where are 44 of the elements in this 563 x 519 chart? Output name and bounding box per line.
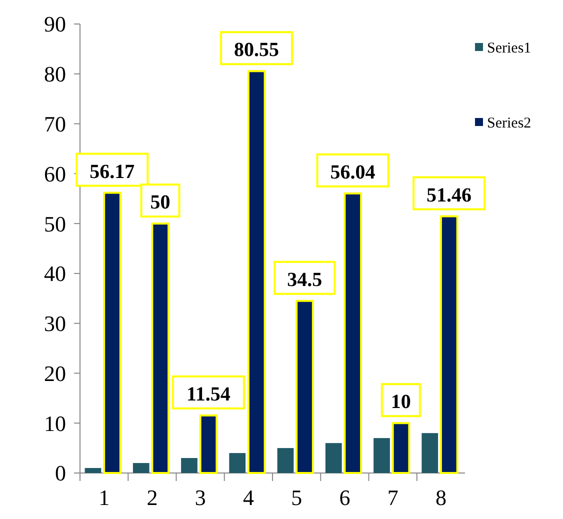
- y-tick-label: 0: [55, 460, 66, 486]
- y-tick-label: 20: [44, 360, 66, 386]
- bar: [247, 70, 266, 474]
- bar: [151, 222, 170, 474]
- legend-label: Series2: [487, 115, 532, 132]
- bar: [181, 458, 198, 473]
- data-label: 51.46: [426, 184, 472, 206]
- bar: [132, 463, 150, 473]
- data-label: 10: [390, 391, 411, 414]
- bar: [84, 468, 102, 473]
- x-tick-label: 5: [291, 485, 302, 510]
- legend-label: Series1: [487, 40, 532, 56]
- y-tick-label: 40: [44, 261, 66, 286]
- x-tick-label: 1: [98, 485, 110, 510]
- data-label: 56.04: [330, 161, 376, 184]
- bar: [229, 453, 246, 473]
- y-tick-label: 30: [44, 311, 66, 336]
- data-label: 11.54: [186, 383, 230, 406]
- x-tick-label: 4: [242, 485, 254, 510]
- x-tick-label: 3: [194, 485, 206, 510]
- x-tick-label: 6: [339, 485, 350, 510]
- data-label: 80.55: [234, 39, 280, 62]
- x-tick-label: 8: [435, 485, 446, 510]
- bar: [422, 433, 438, 473]
- bar: [296, 300, 314, 474]
- y-tick-label: 90: [44, 12, 66, 37]
- y-tick-label: 80: [44, 62, 66, 87]
- bar: [199, 414, 218, 474]
- y-tick-label: 10: [44, 410, 66, 436]
- x-tick-label: 7: [387, 485, 398, 510]
- bar: [277, 448, 294, 473]
- bar: [103, 192, 122, 474]
- bar: [344, 192, 362, 474]
- bar: [325, 443, 342, 473]
- y-tick-label: 50: [44, 211, 66, 236]
- data-label: 50: [150, 192, 170, 214]
- y-tick-label: 70: [44, 111, 66, 136]
- y-tick-label: 60: [44, 161, 66, 186]
- data-label: 56.17: [90, 160, 135, 183]
- bar: [374, 438, 390, 473]
- bar: [392, 422, 410, 474]
- bar: [440, 215, 458, 474]
- data-label: 34.5: [287, 268, 322, 291]
- x-tick-label: 2: [146, 485, 158, 510]
